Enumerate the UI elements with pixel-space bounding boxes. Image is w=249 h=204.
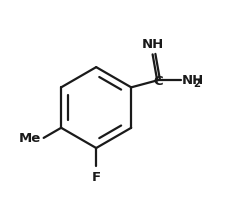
Text: F: F [92, 170, 101, 183]
Text: NH: NH [182, 74, 204, 87]
Text: NH: NH [142, 38, 164, 50]
Text: Me: Me [19, 132, 41, 145]
Text: C: C [154, 74, 163, 87]
Text: 2: 2 [193, 79, 200, 89]
